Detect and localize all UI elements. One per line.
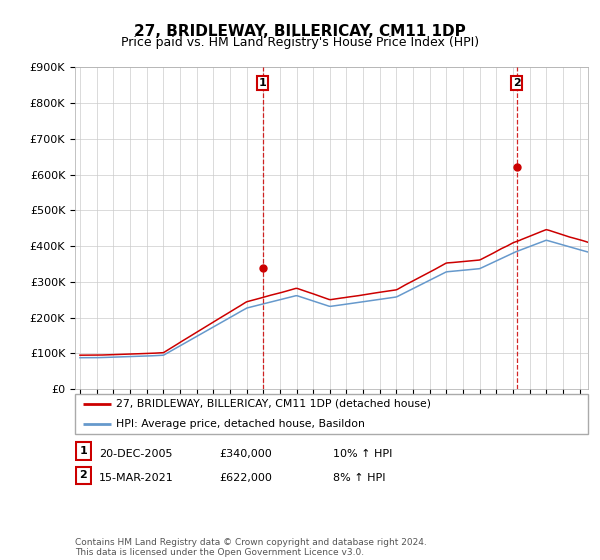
Text: 27, BRIDLEWAY, BILLERICAY, CM11 1DP (detached house): 27, BRIDLEWAY, BILLERICAY, CM11 1DP (det…	[116, 399, 431, 409]
Text: 10% ↑ HPI: 10% ↑ HPI	[333, 449, 392, 459]
FancyBboxPatch shape	[75, 394, 588, 434]
FancyBboxPatch shape	[76, 466, 91, 484]
Text: Price paid vs. HM Land Registry's House Price Index (HPI): Price paid vs. HM Land Registry's House …	[121, 36, 479, 49]
FancyBboxPatch shape	[76, 442, 91, 460]
Text: 8% ↑ HPI: 8% ↑ HPI	[333, 473, 386, 483]
Text: 1: 1	[80, 446, 87, 456]
Text: 27, BRIDLEWAY, BILLERICAY, CM11 1DP: 27, BRIDLEWAY, BILLERICAY, CM11 1DP	[134, 24, 466, 39]
Text: £622,000: £622,000	[219, 473, 272, 483]
Text: 2: 2	[80, 470, 87, 480]
Text: 15-MAR-2021: 15-MAR-2021	[99, 473, 174, 483]
Text: 20-DEC-2005: 20-DEC-2005	[99, 449, 173, 459]
Text: £340,000: £340,000	[219, 449, 272, 459]
Text: 2: 2	[512, 78, 520, 88]
Text: HPI: Average price, detached house, Basildon: HPI: Average price, detached house, Basi…	[116, 419, 365, 429]
Text: Contains HM Land Registry data © Crown copyright and database right 2024.
This d: Contains HM Land Registry data © Crown c…	[75, 538, 427, 557]
Text: 1: 1	[259, 78, 266, 88]
